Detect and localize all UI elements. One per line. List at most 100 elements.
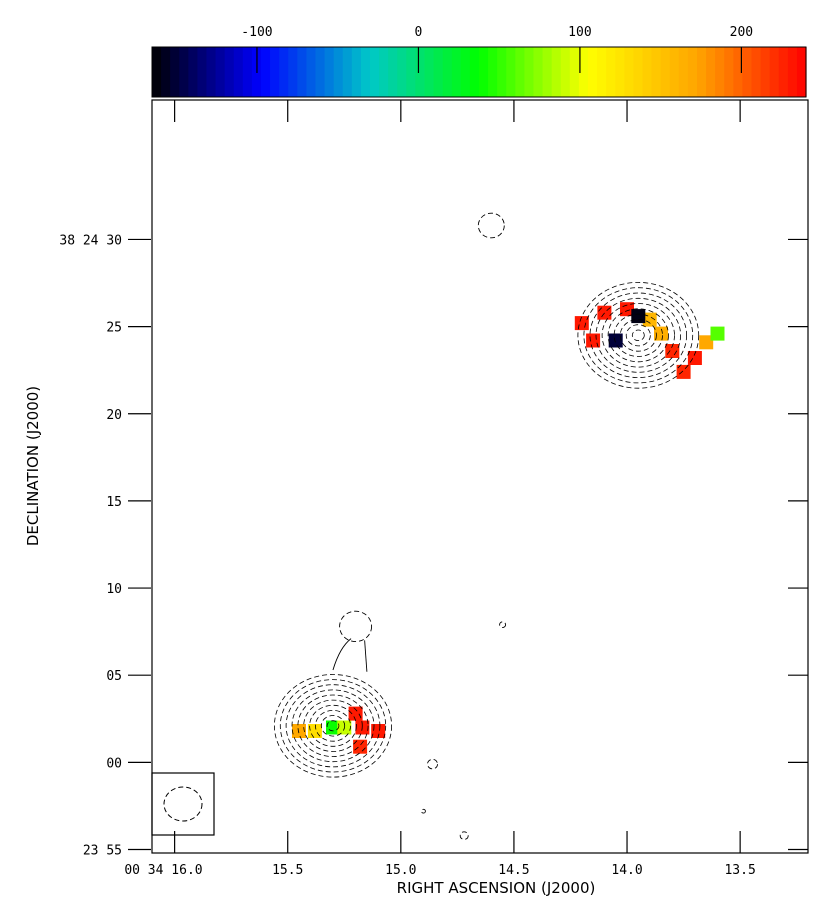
colorbar-cell xyxy=(324,47,335,97)
colorbar-cell xyxy=(742,47,753,97)
pixel-block xyxy=(620,302,634,317)
colorbar-cell xyxy=(370,47,380,97)
colorbar-cell xyxy=(261,47,271,97)
colorbar-cell xyxy=(706,47,716,97)
colorbar-cell xyxy=(342,47,353,97)
x-tick-label: 15.5 xyxy=(272,863,303,878)
x-tick-label: 13.5 xyxy=(724,863,755,878)
contour-ring xyxy=(601,303,675,368)
pixel-block xyxy=(699,335,714,350)
x-tick-label: 15.0 xyxy=(385,863,416,878)
colorbar-cell xyxy=(406,47,417,97)
colorbar-cell xyxy=(642,47,653,97)
colorbar-cell xyxy=(724,47,734,97)
colorbar-cell xyxy=(578,47,589,97)
pixel-block xyxy=(326,720,340,735)
contour-ring xyxy=(273,674,392,778)
colorbar-cell xyxy=(170,47,180,97)
pixel-block xyxy=(676,364,691,379)
colorbar-cell xyxy=(660,47,671,97)
colorbar-cell xyxy=(678,47,689,97)
pixel-block xyxy=(353,739,368,754)
pixel-layer xyxy=(292,302,725,754)
colorbar-cell xyxy=(479,47,489,97)
colorbar-cell xyxy=(669,47,680,97)
colorbar-cell xyxy=(242,47,253,97)
pixel-block xyxy=(710,326,725,341)
contour-ring xyxy=(339,610,373,643)
contour-layer xyxy=(273,212,700,840)
colorbar-cell xyxy=(188,47,199,97)
x-tick-label: 00 34 16.0 xyxy=(124,863,202,878)
colorbar-cell xyxy=(460,47,471,97)
colorbar-cell xyxy=(633,47,644,97)
colorbar-cell xyxy=(497,47,507,97)
pixel-block xyxy=(371,724,386,738)
colorbar-cell xyxy=(351,47,362,97)
colorbar-cell xyxy=(615,47,625,97)
colorbar-cell xyxy=(333,47,344,97)
colorbar-cell xyxy=(224,47,235,97)
contour-ring xyxy=(459,831,469,840)
colorbar-cell xyxy=(687,47,698,97)
colorbar-cell xyxy=(751,47,762,97)
contour-ring xyxy=(619,318,657,352)
colorbar-cell xyxy=(597,47,607,97)
colorbar-cell xyxy=(161,47,171,97)
x-axis-label: RIGHT ASCENSION (J2000) xyxy=(397,879,596,897)
colorbar-tick-label: 200 xyxy=(730,25,753,40)
contour-ring xyxy=(309,704,357,747)
colorbar-cell xyxy=(288,47,298,97)
contour-tail xyxy=(364,640,368,672)
colorbar-cell xyxy=(442,47,453,97)
colorbar-cell xyxy=(152,47,162,97)
y-tick-label: 25 xyxy=(106,321,122,336)
colorbar-cell xyxy=(588,47,598,97)
contour-ring xyxy=(589,292,687,378)
contour-ring xyxy=(631,329,645,342)
colorbar-cell xyxy=(651,47,662,97)
contour-ring xyxy=(279,679,387,773)
beam-frame xyxy=(151,772,215,836)
colorbar-cell xyxy=(796,47,807,97)
contour-ring xyxy=(427,758,438,770)
y-tick-label: 00 xyxy=(106,756,122,771)
y-axis-label: DECLINATION (J2000) xyxy=(24,386,42,546)
colorbar-cell xyxy=(760,47,771,97)
colorbar-cell xyxy=(197,47,208,97)
beam-box xyxy=(151,772,215,836)
colorbar-cell xyxy=(315,47,326,97)
contour-ring xyxy=(477,212,505,239)
colorbar-cell xyxy=(279,47,289,97)
colorbar-cell xyxy=(697,47,707,97)
colorbar-cell xyxy=(306,47,317,97)
colorbar-cell xyxy=(787,47,798,97)
colorbar-cell xyxy=(715,47,725,97)
colorbar-tick-label: 0 xyxy=(415,25,423,40)
contour-ring xyxy=(595,297,681,373)
colorbar-border xyxy=(151,46,807,98)
beam-ellipse xyxy=(163,786,203,822)
x-tick-label: 14.5 xyxy=(498,863,529,878)
contour-tail xyxy=(332,638,352,671)
contour-ring xyxy=(583,287,694,384)
contour-ring xyxy=(297,694,369,757)
contour-ring xyxy=(499,621,507,629)
colorbar-cell xyxy=(424,47,435,97)
pixel-block xyxy=(292,724,306,738)
colorbar-cell xyxy=(179,47,189,97)
colorbar-cell xyxy=(624,47,635,97)
colorbar: -100 0 100 200 xyxy=(151,25,807,98)
contour-ring xyxy=(625,324,651,347)
contour-ring xyxy=(577,281,700,389)
colorbar-cell xyxy=(379,47,389,97)
contour-ring xyxy=(607,308,669,363)
y-tick-label: 38 24 30 xyxy=(59,233,122,248)
colorbar-tick-label: -100 xyxy=(241,25,272,40)
x-axis-ticks: 00 34 16.0 15.5 15.0 14.5 14.0 13.5 xyxy=(124,100,756,878)
pixel-block xyxy=(597,305,612,320)
colorbar-cell xyxy=(569,47,580,97)
colorbar-cell xyxy=(551,47,562,97)
colorbar-cell xyxy=(360,47,371,97)
contour-ring xyxy=(326,720,340,732)
